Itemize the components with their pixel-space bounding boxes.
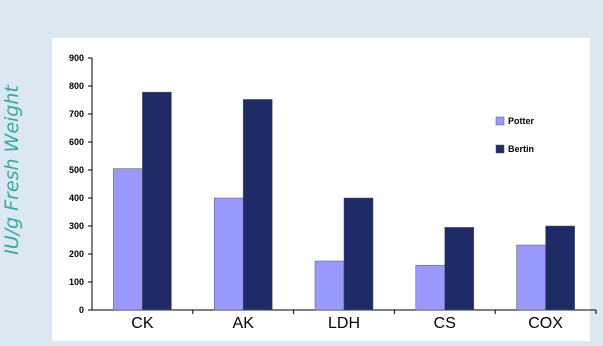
y-tick-label: 0 xyxy=(79,305,84,315)
y-tick-label: 900 xyxy=(69,53,84,63)
y-tick-label: 500 xyxy=(69,165,84,175)
y-tick-label: 700 xyxy=(69,109,84,119)
bar-bertin-cox xyxy=(545,225,575,311)
bar-potter-cox xyxy=(516,244,546,311)
bar-bertin-ldh xyxy=(343,197,374,311)
x-tick-label: AK xyxy=(233,315,255,332)
y-tick-label: 400 xyxy=(69,193,84,203)
bar-potter-ak xyxy=(213,197,244,311)
bar-potter-ck xyxy=(113,168,143,311)
legend: Potter Bertin xyxy=(488,110,560,180)
bars xyxy=(113,91,575,311)
bar-potter-ldh xyxy=(314,260,345,311)
legend-label-bertin: Bertin xyxy=(508,144,534,154)
legend-label-potter: Potter xyxy=(508,116,535,126)
legend-swatch-bertin xyxy=(495,144,505,154)
bar-bertin-ak xyxy=(242,99,273,311)
y-tick-labels: 0 100 200 300 400 500 600 700 800 900 xyxy=(69,53,84,315)
y-tick-label: 200 xyxy=(69,249,84,259)
bar-bertin-ck xyxy=(142,91,172,311)
x-tick-label: COX xyxy=(528,315,563,332)
x-tick-label: LDH xyxy=(328,315,360,332)
y-tick-label: 800 xyxy=(69,81,84,91)
y-tick-label: 600 xyxy=(69,137,84,147)
y-tick-label: 100 xyxy=(69,277,84,287)
bar-bertin-cs xyxy=(444,227,475,311)
x-tick-label: CK xyxy=(131,315,154,332)
y-tick-label: 300 xyxy=(69,221,84,231)
legend-swatch-potter xyxy=(495,116,505,126)
bar-potter-cs xyxy=(415,264,446,311)
x-tick-labels: CK AK LDH CS COX xyxy=(131,315,563,332)
x-tick-label: CS xyxy=(434,315,456,332)
